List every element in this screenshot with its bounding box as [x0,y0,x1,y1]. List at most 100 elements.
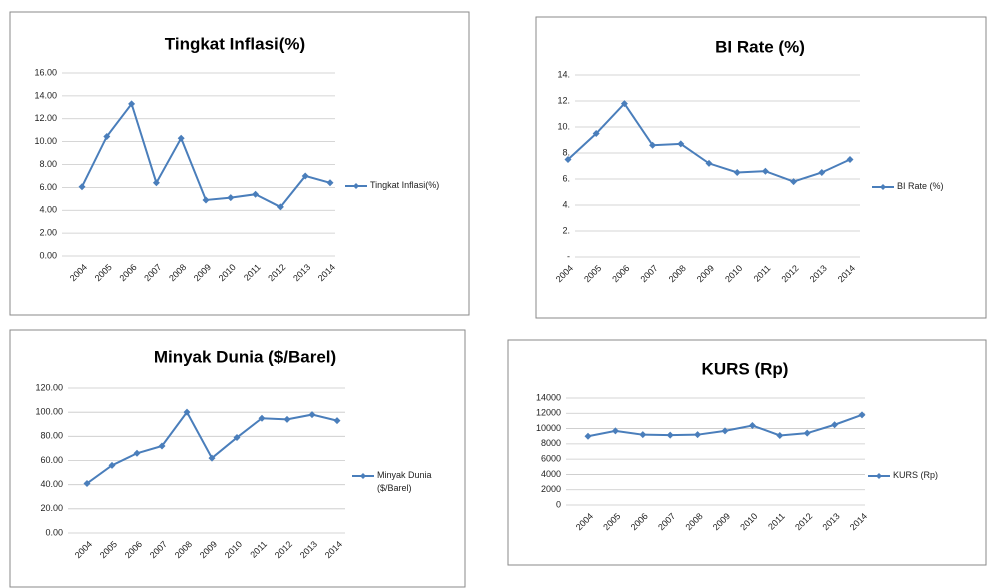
data-point [283,415,291,423]
y-tick-label: 0.00 [39,250,57,260]
chart-frame [535,16,987,319]
data-point [301,172,309,180]
data-point [584,432,592,440]
chart-title: BI Rate (%) [715,37,805,56]
data-point [158,442,166,450]
y-tick-label: 10000 [536,423,561,433]
data-point [564,156,572,163]
data-point [108,461,116,469]
y-tick-label: 40.00 [40,479,63,489]
legend: Minyak Dunia ($/Barel) [377,470,432,493]
legend-label: BI Rate (%) [897,181,944,191]
chart-title: KURS (Rp) [702,359,789,378]
data-point [694,431,702,439]
y-tick-label: 12000 [536,408,561,418]
chart: Tingkat Inflasi(%) 0.00 2.00 4.00 6.00 8.00 10… [9,11,470,316]
y-tick-label: 10.00 [34,136,57,146]
data-point [83,479,91,487]
data-point [276,203,284,211]
y-tick-label: 2. [562,225,570,235]
data-point [649,141,657,149]
data-point [620,100,628,108]
data-point [677,140,685,148]
data-point [152,179,160,187]
legend-marker [360,473,366,479]
chart-frame [9,11,470,316]
data-point [748,422,756,430]
data-point [258,414,266,422]
y-tick-label: 4. [562,199,570,209]
y-tick-label: - [567,251,570,261]
legend: KURS (Rp) [893,470,939,480]
chart-title: Tingkat Inflasi(%) [165,34,305,53]
data-point [128,100,136,108]
data-point [803,429,811,437]
y-tick-label: 6.00 [39,182,57,192]
data-point [233,434,241,442]
y-tick-label: 60.00 [40,455,63,465]
y-tick-label: 12. [557,95,570,105]
data-point [776,431,784,439]
y-tick-label: 16.00 [34,67,57,77]
data-point [308,411,316,419]
data-point [227,194,235,202]
legend-marker [353,183,359,189]
y-tick-label: 120.00 [35,382,63,392]
chart: KURS (Rp) 0 2000 4000 6000 8000 10000 12000 1400… [507,339,987,566]
chart-frame [507,339,987,566]
data-point [133,449,141,457]
legend-marker [880,184,886,190]
y-tick-label: 80.00 [40,431,63,441]
y-tick-label: 6. [562,173,570,183]
data-point [326,179,334,187]
y-tick-label: 14. [557,69,570,79]
y-tick-label: 14.00 [34,90,57,100]
data-point [790,178,798,186]
chart: BI Rate (%)-2.4.6.8.10.12.14.2004 2005 200… [535,16,987,319]
chart: Minyak Dunia ($/Barel) 0.00 20.00 40.00 60.0… [9,329,466,588]
data-point [761,167,769,175]
y-tick-label: 0.00 [45,527,63,537]
legend-marker [876,473,882,479]
data-point [831,421,839,429]
data-point [818,169,826,176]
y-tick-label: 14000 [536,392,561,402]
data-point [858,411,866,419]
chart-title: Minyak Dunia ($/Barel) [154,347,336,366]
data-point [202,196,210,204]
data-point [177,134,185,142]
data-point [666,431,674,439]
legend-label: Minyak Dunia ($/Barel) [377,470,432,493]
y-tick-label: 2.00 [39,228,57,238]
data-point [705,159,713,167]
y-tick-label: 8000 [541,438,561,448]
data-point [639,431,647,439]
y-tick-label: 100.00 [35,407,63,417]
data-point [721,427,729,435]
y-tick-label: 20.00 [40,503,63,513]
data-point [208,454,216,462]
data-point [333,417,341,425]
data-point [733,169,741,176]
y-tick-label: 2000 [541,484,561,494]
legend: Tingkat Inflasi(%) [370,180,440,190]
data-point [252,190,260,198]
data-point [183,408,191,416]
y-tick-label: 6000 [541,454,561,464]
legend: BI Rate (%) [897,181,944,191]
y-tick-label: 4000 [541,469,561,479]
chart-frame [9,329,466,588]
data-point [103,132,111,140]
y-tick-label: 12.00 [34,113,57,123]
y-tick-label: 0 [556,499,561,509]
y-tick-label: 10. [557,121,570,131]
y-tick-label: 4.00 [39,205,57,215]
legend-label: Tingkat Inflasi(%) [370,180,440,190]
data-point [611,427,619,435]
y-tick-label: 8.00 [39,159,57,169]
y-tick-label: 8. [562,147,570,157]
data-point [592,130,600,137]
data-point [846,156,854,163]
legend-label: KURS (Rp) [893,470,939,480]
